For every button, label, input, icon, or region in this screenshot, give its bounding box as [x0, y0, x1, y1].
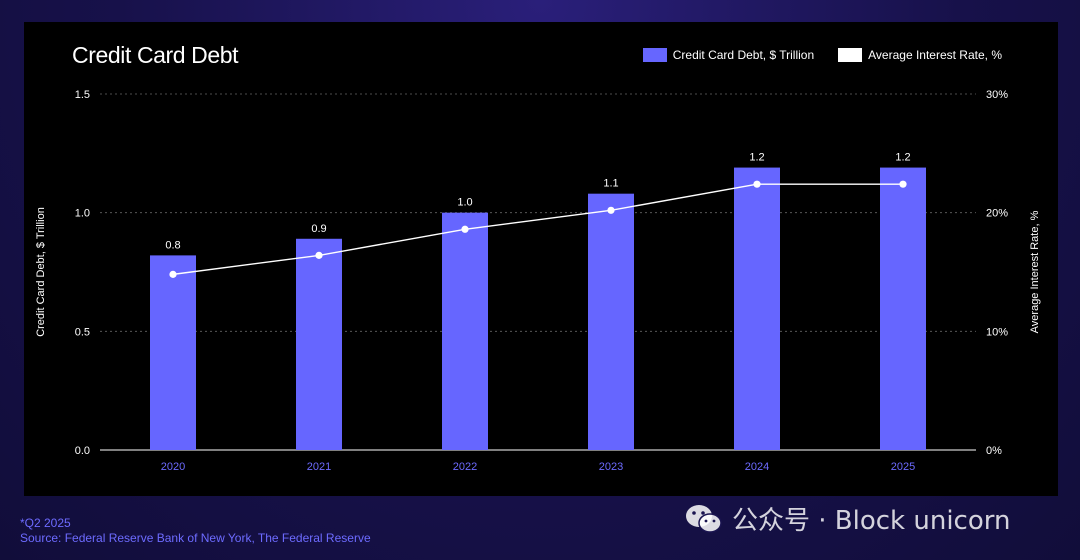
interest-rate-point: [169, 270, 177, 278]
x-tick-label: 2022: [453, 461, 477, 473]
bar: [296, 238, 342, 450]
interest-rate-line: [172, 183, 903, 276]
watermark: 公众号 · Block unicorn: [684, 500, 1010, 537]
interest-rate-point: [899, 180, 907, 188]
y-right-tick-label: 0%: [986, 445, 1002, 457]
chart-title: Credit Card Debt: [72, 42, 239, 68]
interest-rate-point: [753, 180, 761, 188]
x-tick-label: 2021: [307, 461, 331, 473]
bar: [734, 167, 780, 450]
legend-swatch-debt: [642, 48, 667, 62]
legend-item-debt: Credit Card Debt, $ Trillion: [642, 48, 815, 62]
interest-rate-point: [461, 225, 469, 233]
x-tick-label: 2025: [891, 461, 915, 473]
source-note: Source: Federal Reserve Bank of New York…: [20, 531, 371, 545]
y-tick-label: 1.0: [75, 208, 90, 220]
y-tick-label: 1.5: [75, 89, 90, 101]
legend-label-debt: Credit Card Debt, $ Trillion: [672, 48, 815, 62]
bar-data-label: 0.9: [311, 223, 326, 235]
bar: [880, 167, 926, 450]
y-right-axis-title: Average Interest Rate, %: [1029, 210, 1041, 333]
bar-data-label: 1.2: [749, 152, 764, 164]
bar: [150, 255, 196, 450]
x-tick-label: 2020: [161, 461, 185, 473]
footnote: *Q2 2025: [20, 516, 71, 530]
interest-rate-point: [607, 206, 615, 214]
bar: [442, 212, 488, 450]
interest-rate-point: [315, 251, 323, 259]
legend-swatch-rate: [838, 48, 863, 62]
bar-data-label: 0.8: [165, 239, 180, 251]
legend: Credit Card Debt, $ Trillion Average Int…: [642, 48, 1002, 62]
bar-data-label: 1.2: [895, 152, 910, 164]
legend-item-rate: Average Interest Rate, %: [838, 48, 1002, 62]
chart-canvas: 0.0 0.5 1.0 1.5 0% 10% 20% 30% Credit Card Debt,…: [35, 89, 1041, 473]
y-right-tick-label: 30%: [986, 89, 1008, 101]
y-right-tick-label: 10%: [986, 326, 1008, 338]
bar: [588, 193, 634, 450]
wechat-icon: [686, 504, 722, 533]
bar-data-label: 1.0: [457, 197, 472, 209]
footer: *Q2 2025 Source: Federal Reserve Bank of…: [20, 516, 371, 546]
watermark-text: 公众号 · Block unicorn: [732, 506, 1011, 536]
x-tick-label: 2023: [599, 461, 623, 473]
y-tick-label: 0.0: [75, 445, 90, 457]
y-axis-title: Credit Card Debt, $ Trillion: [35, 207, 47, 337]
chart-panel: Credit Card Debt Credit Card Debt, $ Tri…: [24, 22, 1058, 496]
legend-label-rate: Average Interest Rate, %: [868, 48, 1002, 62]
bar-data-label: 1.1: [603, 178, 618, 190]
y-tick-label: 0.5: [75, 326, 90, 338]
y-right-tick-label: 20%: [986, 208, 1008, 220]
x-tick-label: 2024: [745, 461, 769, 473]
